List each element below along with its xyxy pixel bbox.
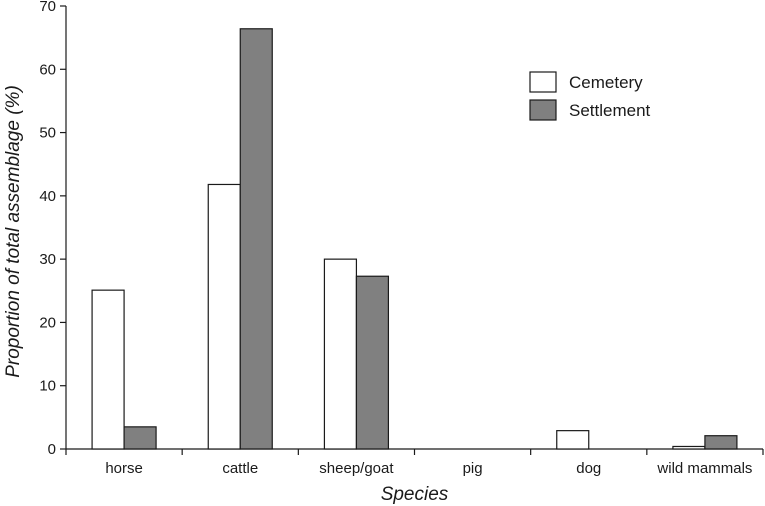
bar-cemetery-dog bbox=[556, 430, 590, 450]
bars bbox=[91, 28, 738, 450]
bar-cemetery-wild-mammals bbox=[672, 445, 706, 450]
bar-cemetery-cattle bbox=[207, 183, 241, 450]
legend: Cemetery Settlement bbox=[529, 71, 651, 121]
x-tick-label: dog bbox=[576, 460, 601, 477]
bar-settlement-wild-mammals bbox=[704, 435, 738, 450]
legend-label-settlement: Settlement bbox=[569, 101, 651, 120]
x-tick-label: sheep/goat bbox=[319, 460, 394, 477]
bar-cemetery-sheep-goat bbox=[323, 258, 358, 450]
x-axis-title: Species bbox=[381, 484, 449, 505]
x-tick-label: wild mammals bbox=[656, 460, 752, 477]
x-tick-label: horse bbox=[105, 460, 143, 477]
y-axis-title: Proportion of total assemblage (%) bbox=[3, 85, 24, 378]
legend-label-cemetery: Cemetery bbox=[569, 73, 643, 92]
y-tick-label: 50 bbox=[39, 125, 56, 142]
y-tick-label: 10 bbox=[39, 378, 56, 395]
bar-cemetery-horse bbox=[91, 289, 125, 450]
y-tick-label: 0 bbox=[48, 441, 56, 458]
y-axis: 0 10 20 30 40 50 60 70 bbox=[39, 0, 67, 458]
x-tick-label: cattle bbox=[222, 460, 258, 477]
bar-settlement-cattle bbox=[239, 28, 273, 450]
y-tick-label: 60 bbox=[39, 61, 56, 78]
legend-swatch-cemetery bbox=[529, 71, 557, 93]
y-tick-label: 70 bbox=[39, 0, 56, 15]
x-tick-label: pig bbox=[463, 460, 483, 477]
y-tick-label: 40 bbox=[39, 188, 56, 205]
y-tick-label: 30 bbox=[39, 251, 56, 268]
bar-settlement-sheep-goat bbox=[355, 275, 390, 450]
x-axis: horse cattle sheep/goat pig dog wild mammals bbox=[65, 448, 764, 477]
y-tick-label: 20 bbox=[39, 314, 56, 331]
legend-swatch-settlement bbox=[529, 99, 557, 121]
bar-settlement-horse bbox=[123, 426, 157, 450]
